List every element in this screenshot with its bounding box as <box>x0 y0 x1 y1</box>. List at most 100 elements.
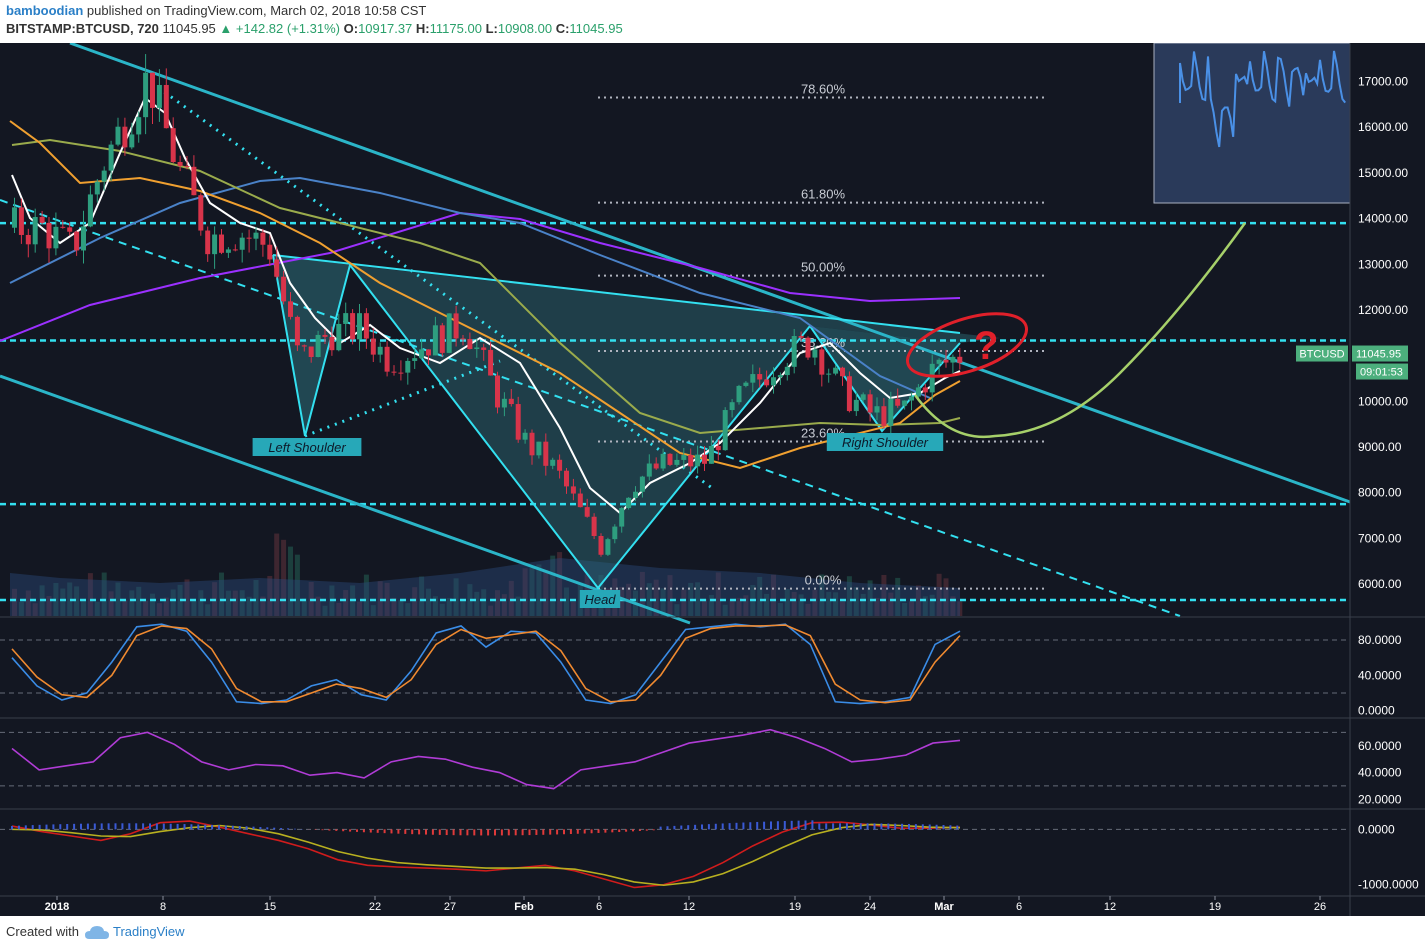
candle-body <box>943 359 949 363</box>
volume-bar <box>895 577 901 616</box>
time-tick-label: 2018 <box>45 901 69 913</box>
volume-bar <box>902 602 908 616</box>
countdown-tag-bg <box>1356 363 1408 380</box>
volume-bar <box>840 601 845 616</box>
candle-body <box>232 249 238 251</box>
candle-body <box>564 470 569 487</box>
fib-level-label: 0.00% <box>805 573 842 588</box>
volume-bar <box>798 594 804 616</box>
candle-body <box>895 398 901 406</box>
candle-body <box>426 349 431 356</box>
macd-line <box>11 820 961 889</box>
right-shoulder-label-bg <box>826 433 944 451</box>
neckline <box>272 254 961 334</box>
candle-body <box>363 313 369 339</box>
volume-bar <box>301 598 307 616</box>
volume-bar <box>481 589 487 616</box>
candle-body <box>46 222 52 249</box>
candle-body <box>460 338 466 340</box>
macd-tick-label: 0.0000 <box>1358 822 1395 836</box>
open-label: O: <box>343 21 359 36</box>
volume-bar <box>143 600 149 616</box>
candle-body <box>412 358 418 361</box>
volume-bar <box>25 590 31 616</box>
volume-bar <box>12 588 17 616</box>
candle-body <box>12 207 17 228</box>
candle-body <box>212 234 218 255</box>
volume-bar <box>729 599 735 616</box>
fib-level-label: 50.00% <box>801 260 846 275</box>
volume-bar <box>488 605 494 616</box>
volume-bar <box>508 580 514 616</box>
volume-bar <box>239 590 245 616</box>
rsi-pane <box>0 728 1350 790</box>
volume-bar <box>101 572 107 616</box>
candle-body <box>570 486 576 494</box>
price-tick-label: 15000.00 <box>1358 166 1408 180</box>
volume-bar <box>267 575 273 616</box>
candle-body <box>18 207 24 235</box>
volume-bar <box>557 552 563 616</box>
candle-body <box>315 334 321 358</box>
candle-body <box>639 476 645 492</box>
time-tick-label: 19 <box>789 901 801 913</box>
candle-body <box>909 396 914 401</box>
volume-bar <box>191 601 197 616</box>
candle-body <box>274 259 280 277</box>
price-tick-label: 14000.00 <box>1358 212 1408 226</box>
price-tick-label: 8000.00 <box>1358 486 1402 500</box>
candle-body <box>819 349 825 375</box>
last-value: 11045.95 <box>162 21 216 36</box>
author-name[interactable]: bamboodian <box>6 3 84 18</box>
tradingview-link[interactable]: TradingView <box>112 924 185 939</box>
candle-body <box>715 445 721 451</box>
candle-body <box>660 453 666 469</box>
high-value: 11175.00 <box>429 21 482 36</box>
pattern-outline <box>272 254 961 590</box>
publish-text: published on TradingView.com, March 02, … <box>86 3 427 18</box>
candle-body <box>688 455 694 467</box>
last-price-tag-bg <box>1352 345 1408 362</box>
volume-bar <box>522 568 528 616</box>
volume-bar <box>198 590 204 616</box>
volume-bar <box>915 585 921 616</box>
highlight-circle <box>905 312 1029 378</box>
candle-body <box>915 387 921 397</box>
candle-body <box>350 313 356 340</box>
volume-bar <box>357 601 362 616</box>
volume-bar <box>288 546 293 616</box>
candle-body <box>626 497 632 509</box>
macd-pane <box>0 820 1350 889</box>
stoch-tick-label: 40.0000 <box>1358 668 1402 682</box>
open-value: 10917.37 <box>358 21 413 36</box>
candle-body <box>957 356 963 363</box>
change-value: +142.82 (+1.31%) <box>235 21 340 36</box>
volume-bar <box>108 591 114 616</box>
candle-body <box>115 126 121 145</box>
upper-channel-line <box>69 43 1351 504</box>
candle-body <box>584 507 590 517</box>
candle-body <box>398 372 404 374</box>
created-with-text: Created with <box>6 924 79 939</box>
volume-bar <box>136 586 142 616</box>
fib-level-label: 61.80% <box>801 187 846 202</box>
volume-bar <box>777 603 783 616</box>
volume-bar <box>129 590 135 616</box>
volume-bar <box>681 589 687 616</box>
candle-body <box>902 400 908 406</box>
volume-bar <box>860 593 866 616</box>
symbol-tag: BTCUSD <box>1299 349 1344 361</box>
volume-bar <box>46 596 52 616</box>
candle-body <box>771 377 776 386</box>
candle-body <box>170 128 176 162</box>
candle-body <box>405 360 411 373</box>
left-shoulder-label: Left Shoulder <box>268 440 346 455</box>
volume-bar <box>867 580 873 616</box>
candle-body <box>446 313 452 353</box>
candle-body <box>156 84 162 108</box>
chart-canvas[interactable]: 78.60%61.80%50.00%38.20%23.60%0.00%?Left… <box>0 43 1425 916</box>
candle-body <box>529 432 535 456</box>
price-pane[interactable]: 78.60%61.80%50.00%38.20%23.60%0.00%?Left… <box>0 43 1351 625</box>
candle-body <box>681 455 687 460</box>
macd-tick-label: -1000.0000 <box>1358 878 1419 892</box>
